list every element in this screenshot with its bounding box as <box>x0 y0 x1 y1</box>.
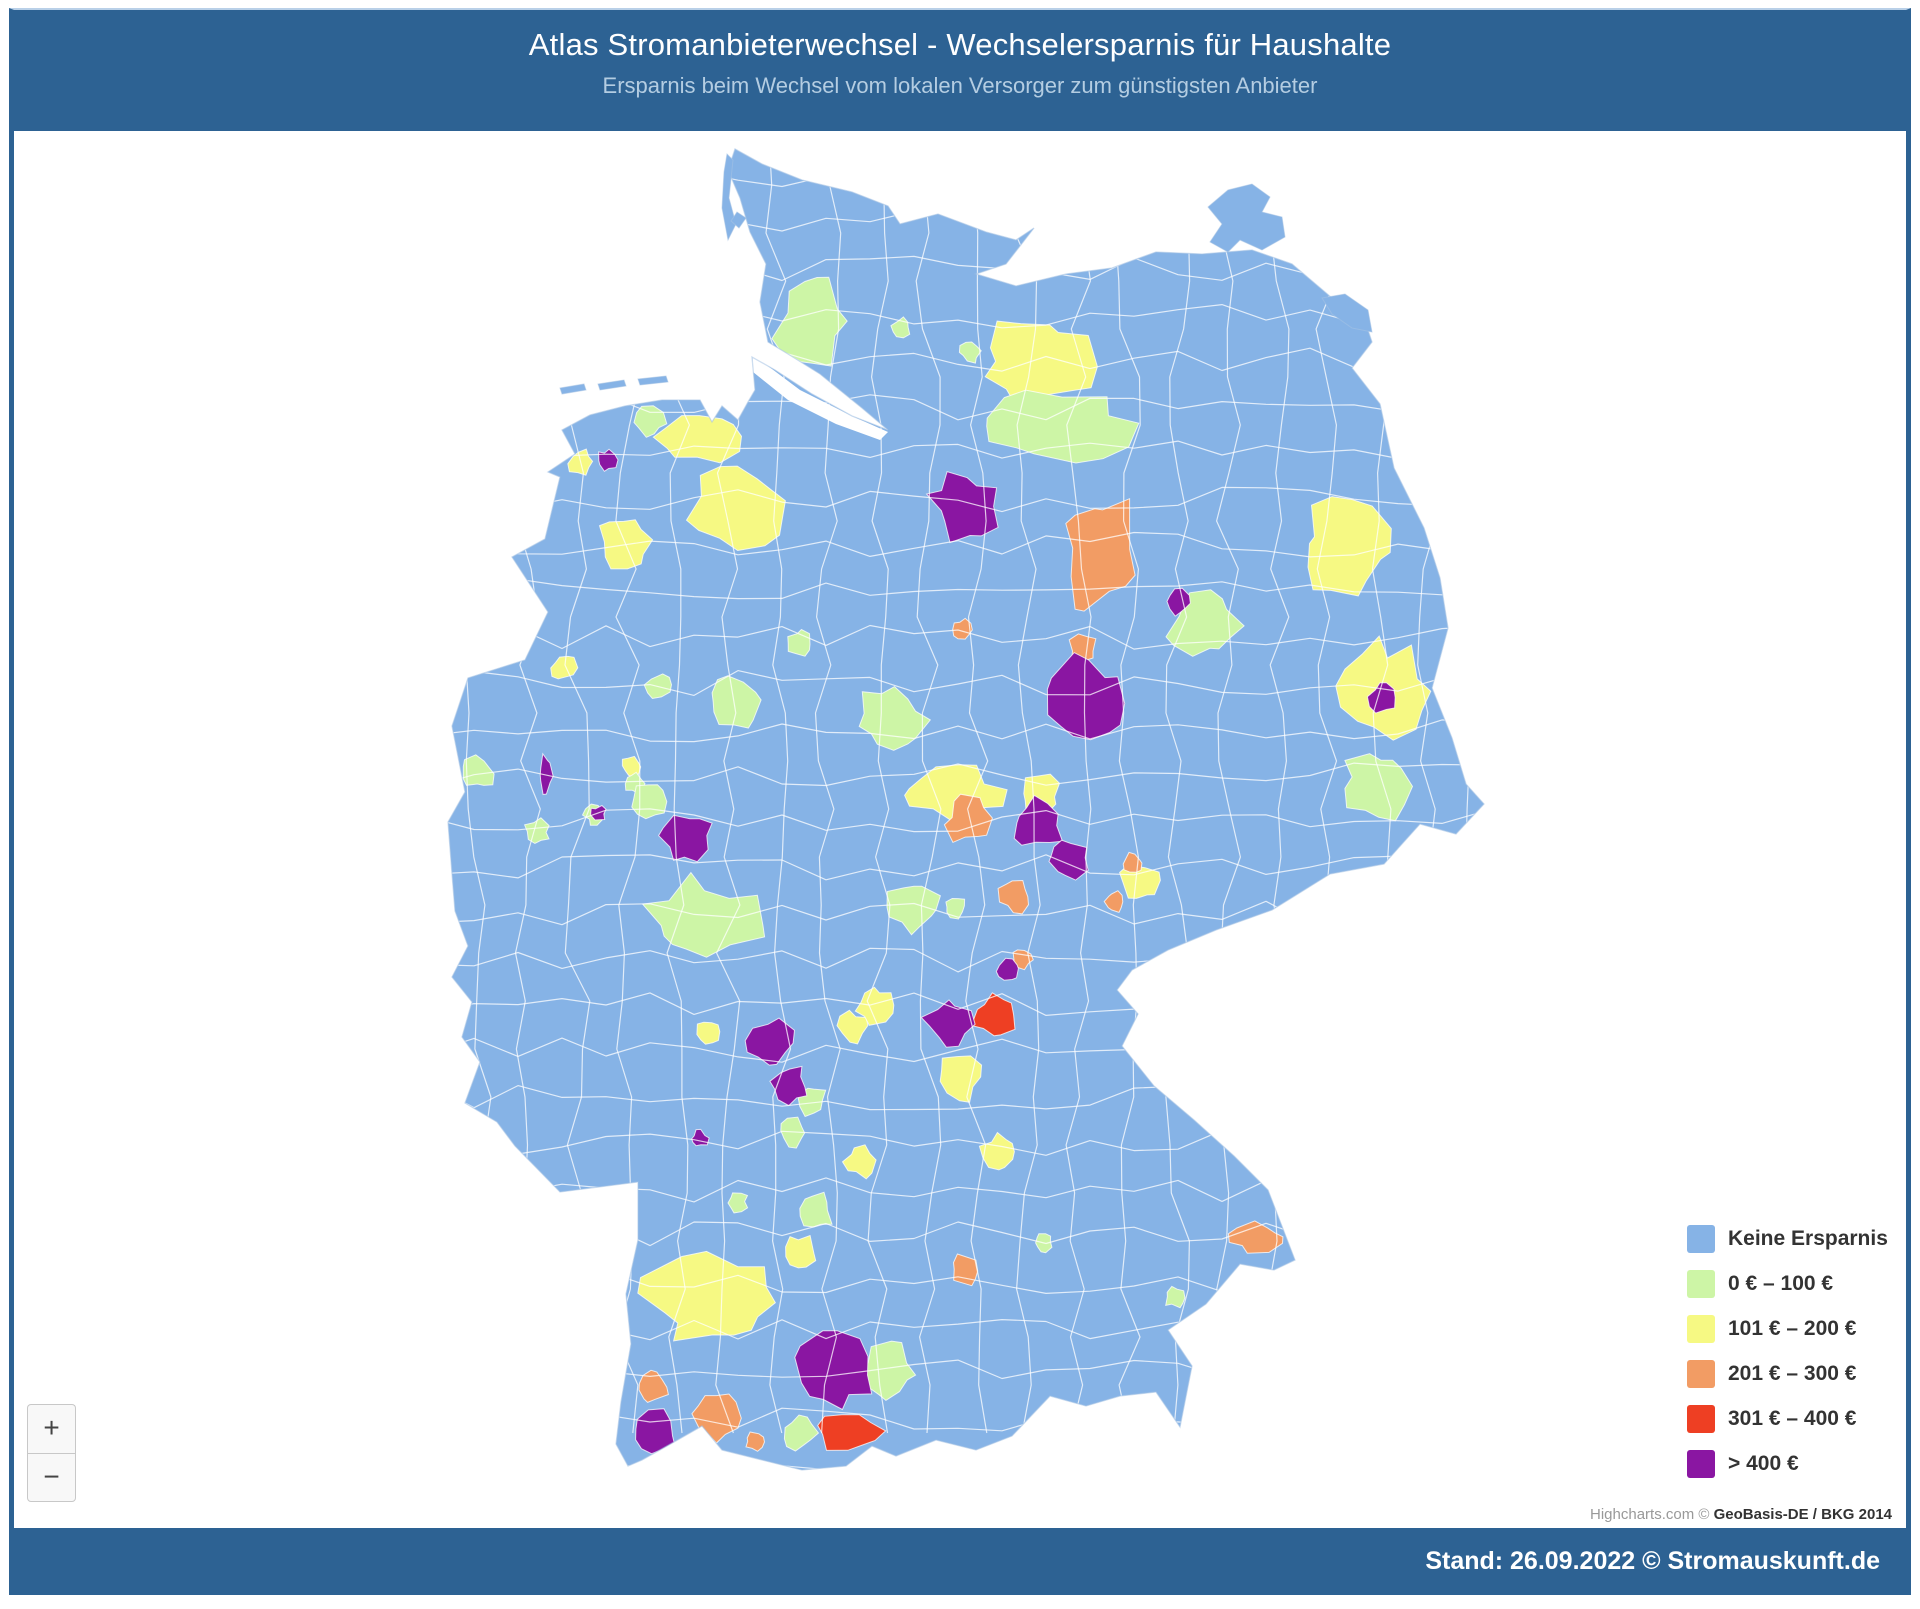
district-patch-> 400 €[interactable] <box>794 1330 873 1411</box>
district-patch-101 € – 200 €[interactable] <box>854 986 895 1026</box>
district-patch-0 € – 100 €[interactable] <box>780 1116 806 1149</box>
district-patch-0 € – 100 €[interactable] <box>462 754 495 786</box>
legend-item-1[interactable]: 0 € – 100 € <box>1687 1270 1888 1298</box>
district-patch-101 € – 200 €[interactable] <box>652 415 743 464</box>
district-patch-> 400 €[interactable] <box>1013 794 1064 846</box>
legend-label-3: 201 € – 300 € <box>1728 1362 1857 1385</box>
legend-label-4: 301 € – 400 € <box>1728 1407 1857 1430</box>
chart-title: Atlas Stromanbieterwechsel - Wechselersp… <box>528 27 1392 62</box>
legend-item-5[interactable]: > 400 € <box>1687 1450 1888 1478</box>
district-patch-> 400 €[interactable] <box>925 470 999 544</box>
district-patch-101 € – 200 €[interactable] <box>685 465 786 552</box>
district-patch-0 € – 100 €[interactable] <box>783 1414 820 1452</box>
district-patch-201 € – 300 €[interactable] <box>745 1431 766 1452</box>
island-3 <box>597 379 627 391</box>
district-patch-> 400 €[interactable] <box>995 957 1019 981</box>
district-patch-0 € – 100 €[interactable] <box>631 784 668 820</box>
legend-swatch-0 <box>1687 1225 1715 1253</box>
island-2 <box>559 383 587 395</box>
island-4 <box>637 375 669 386</box>
district-patch-101 € – 200 €[interactable] <box>841 1144 877 1180</box>
germany-choropleth-map[interactable] <box>14 131 1906 1528</box>
district-patch-201 € – 300 €[interactable] <box>943 793 993 844</box>
district-patch-101 € – 200 €[interactable] <box>785 1234 817 1269</box>
atlas-container: Atlas Stromanbieterwechsel - Wechselersp… <box>9 8 1911 1595</box>
district-patch-301 € – 400 €[interactable] <box>817 1414 887 1451</box>
legend-label-5: > 400 € <box>1728 1452 1799 1475</box>
legend-item-2[interactable]: 101 € – 200 € <box>1687 1315 1888 1343</box>
zoom-out-button[interactable]: − <box>27 1453 76 1502</box>
district-patch-0 € – 100 €[interactable] <box>886 885 942 936</box>
map-credits: Highcharts.com © GeoBasis-DE / BKG 2014 <box>1590 1506 1892 1523</box>
district-patch-101 € – 200 €[interactable] <box>637 1250 777 1342</box>
island-5 <box>1207 183 1286 253</box>
legend-label-1: 0 € – 100 € <box>1728 1272 1834 1295</box>
island-1 <box>730 211 747 229</box>
district-patch-201 € – 300 €[interactable] <box>1103 890 1124 914</box>
district-patch-0 € – 100 €[interactable] <box>771 276 848 367</box>
zoom-in-button[interactable]: + <box>27 1404 76 1453</box>
chart-subtitle: Ersparnis beim Wechsel vom lokalen Verso… <box>602 73 1318 98</box>
district-patch-0 € – 100 €[interactable] <box>1165 1285 1186 1309</box>
district-patch-201 € – 300 €[interactable] <box>638 1369 669 1403</box>
district-patch-0 € – 100 €[interactable] <box>633 405 668 438</box>
legend-swatch-5 <box>1687 1450 1715 1478</box>
district-patch-0 € – 100 €[interactable] <box>958 341 982 364</box>
map-zoom-controls: + − <box>27 1404 76 1502</box>
legend-label-0: Keine Ersparnis <box>1728 1227 1888 1250</box>
district-patch-201 € – 300 €[interactable] <box>952 1253 979 1287</box>
district-patch-> 400 €[interactable] <box>744 1017 796 1066</box>
legend-item-3[interactable]: 201 € – 300 € <box>1687 1360 1888 1388</box>
elbe-river-channel <box>752 354 888 440</box>
legend-swatch-3 <box>1687 1360 1715 1388</box>
district-patch-101 € – 200 €[interactable] <box>978 1131 1015 1171</box>
district-patch-> 400 €[interactable] <box>1166 587 1191 617</box>
credits-separator: © <box>1694 1506 1714 1523</box>
footer-bar: Stand: 26.09.2022 © Stromauskunft.de <box>14 1528 1906 1595</box>
legend-item-0[interactable]: Keine Ersparnis <box>1687 1225 1888 1253</box>
district-patch-0 € – 100 €[interactable] <box>523 817 550 844</box>
district-patch-> 400 €[interactable] <box>1048 839 1089 881</box>
islands <box>559 152 1373 395</box>
district-patch-201 € – 300 €[interactable] <box>952 617 973 640</box>
title-bar: Atlas Stromanbieterwechsel - Wechselersp… <box>14 10 1906 131</box>
district-patch-> 400 €[interactable] <box>920 999 976 1048</box>
legend-swatch-1 <box>1687 1270 1715 1298</box>
highcharts-credit-link[interactable]: Highcharts.com <box>1590 1506 1695 1523</box>
district-patch-> 400 €[interactable] <box>539 752 554 796</box>
district-patch-201 € – 300 €[interactable] <box>997 879 1030 915</box>
legend-label-2: 101 € – 200 € <box>1728 1317 1857 1340</box>
district-patch-0 € – 100 €[interactable] <box>727 1192 749 1214</box>
district-patch-101 € – 200 €[interactable] <box>1307 496 1392 597</box>
district-patch-301 € – 400 €[interactable] <box>970 992 1016 1037</box>
map-legend: Keine Ersparnis 0 € – 100 € 101 € – 200 € 2… <box>1687 1225 1888 1495</box>
legend-swatch-2 <box>1687 1315 1715 1343</box>
geobasis-attribution: GeoBasis-DE / BKG 2014 <box>1713 1506 1892 1523</box>
district-patch-101 € – 200 €[interactable] <box>939 1055 983 1103</box>
district-patch-> 400 €[interactable] <box>769 1065 808 1107</box>
district-patch-101 € – 200 €[interactable] <box>984 320 1098 410</box>
district-patch-201 € – 300 €[interactable] <box>1227 1220 1284 1254</box>
district-patch-0 € – 100 €[interactable] <box>711 675 762 729</box>
footer-stand-text: Stand: 26.09.2022 © Stromauskunft.de <box>1425 1547 1880 1575</box>
district-patch-101 € – 200 €[interactable] <box>696 1021 721 1045</box>
district-patch-101 € – 200 €[interactable] <box>836 1009 869 1045</box>
island-6 <box>1321 293 1373 333</box>
legend-item-4[interactable]: 301 € – 400 € <box>1687 1405 1888 1433</box>
district-patch-> 400 €[interactable] <box>657 814 713 863</box>
map-area: Keine Ersparnis 0 € – 100 € 101 € – 200 € 2… <box>14 131 1906 1528</box>
legend-swatch-4 <box>1687 1405 1715 1433</box>
